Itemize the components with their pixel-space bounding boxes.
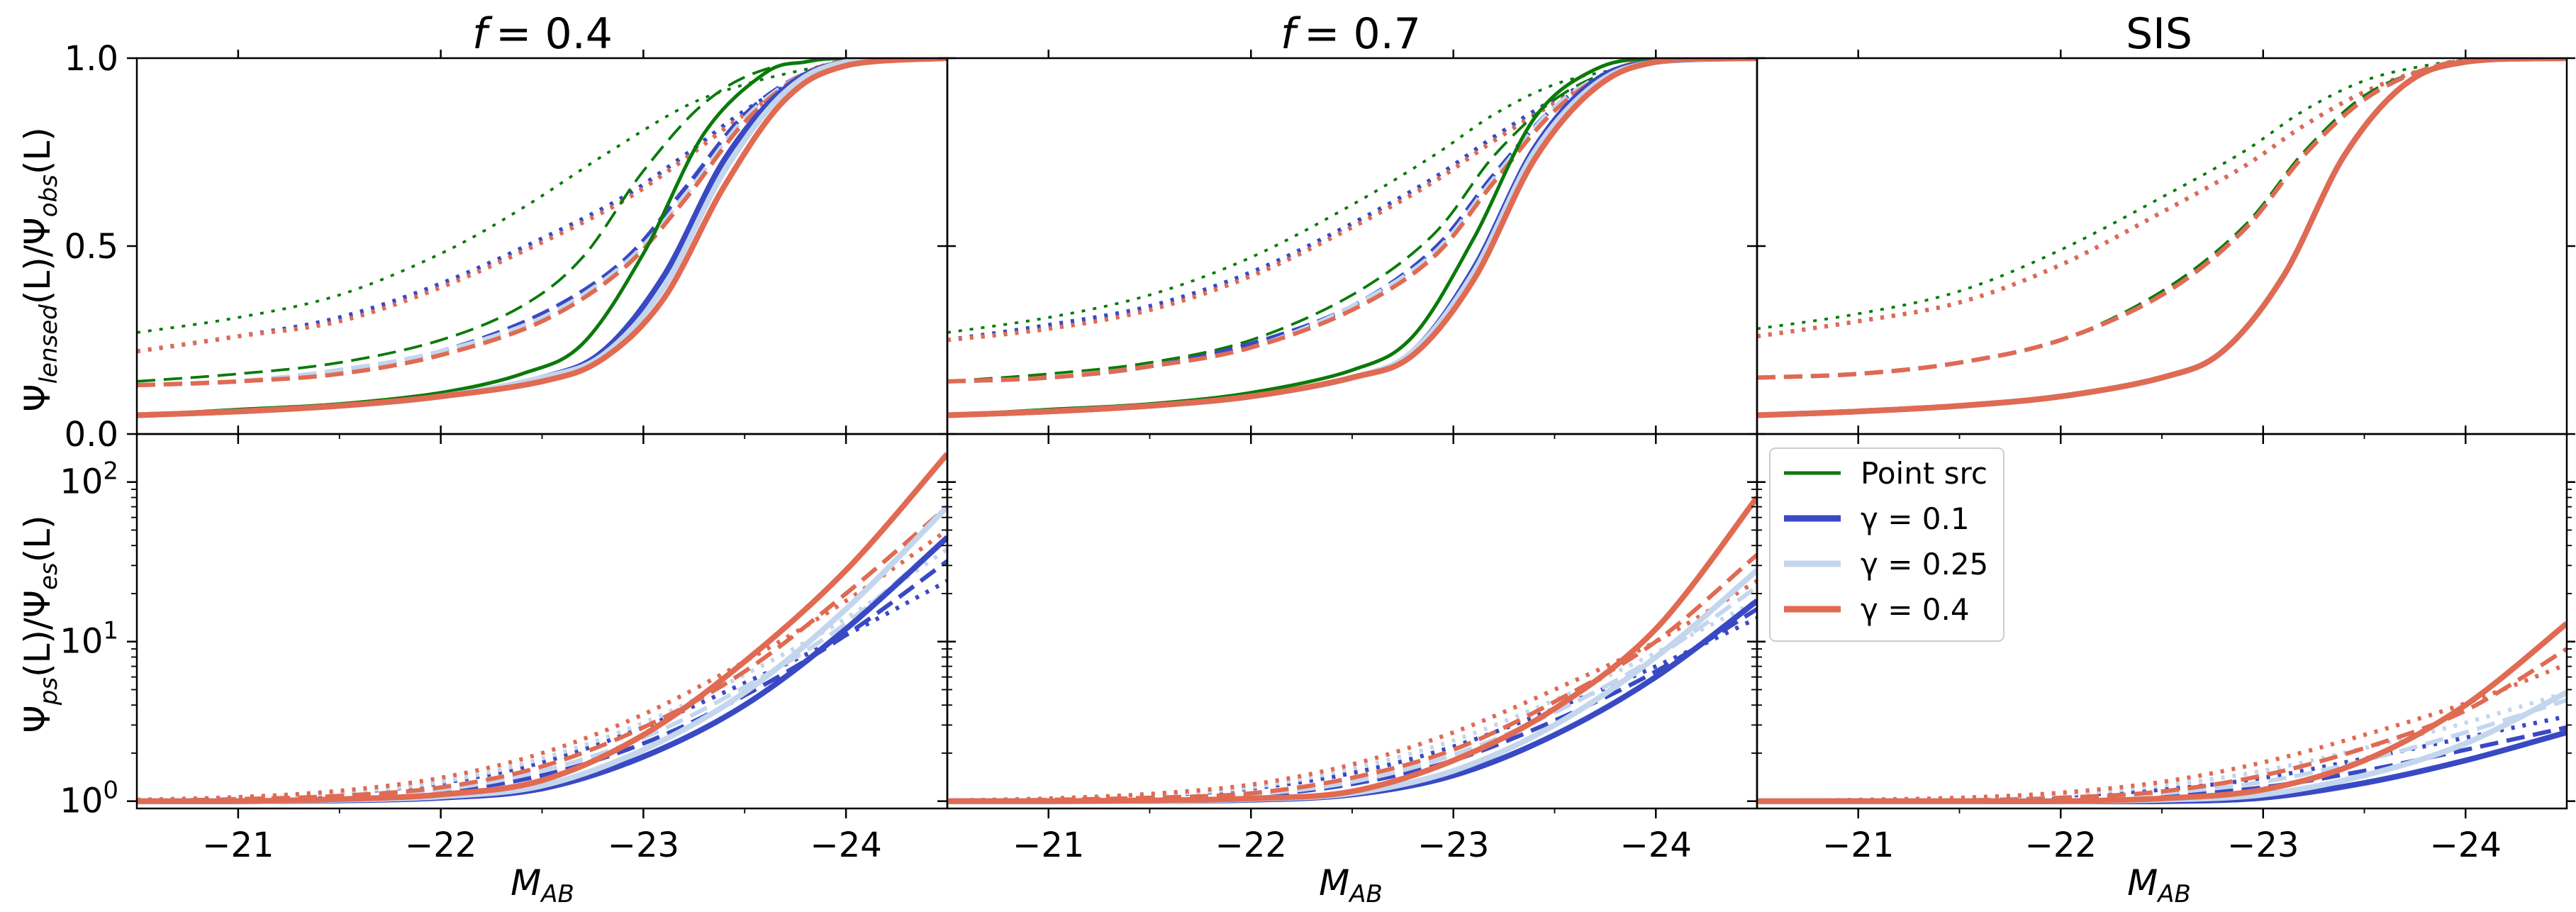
series-gamma_0-1-dashed [137,58,947,388]
series-gamma_0-25-solid [947,568,1757,804]
series-gamma_0-25-solid [1757,689,2567,804]
series-gamma_0-4-solid [1757,58,2567,418]
legend-box [1769,447,2005,642]
panel-title-f04: f = 0.4 [472,9,613,59]
series-gamma_0-1-dashed [1757,58,2567,380]
series-gamma_0-4-solid [947,58,1757,418]
legend: Point src γ = 0.1 γ = 0.25 γ = 0.4 [1769,447,2005,642]
series-gamma_0-1-solid [137,535,947,804]
series-gamma_0-25-dotted [947,58,1757,343]
x-tick-label: −24 [2430,825,2502,865]
series-gamma_0-1-dotted [137,58,947,354]
series-gamma_0-1-solid [1757,58,2567,418]
panel-5: −21 −22 −23 −24 [937,426,1766,865]
curves-group [947,496,1757,804]
series-gamma_0-4-solid [1757,621,2567,804]
series-point_src-solid [1757,58,2567,417]
series-gamma_0-4-dashed [137,58,947,388]
x-tick-label: −24 [1620,825,1692,865]
curves-group [137,452,947,804]
series-gamma_0-4-dashed [1757,58,2567,380]
series-gamma_0-25-solid [1757,58,2567,418]
legend-label-gamma-0-1: γ = 0.1 [1861,501,1970,536]
series-gamma_0-1-dashed [947,607,1757,803]
series-gamma_0-25-dashed [137,58,947,388]
series-point_src-dashed [137,58,947,383]
y-tick-label: 1.0 [65,39,118,79]
y-axis-label-top: Ψlensed(L)/Ψobs(L) [17,127,63,412]
y-axis-label-bottom: Ψps(L)/Ψes(L) [17,515,63,733]
panel-4: −21 −22 −23 −24 100 101 102 [60,426,956,865]
legend-label-point-src: Point src [1861,456,1987,491]
series-gamma_0-4-solid [947,496,1757,804]
y-tick-label: 0.0 [65,415,118,455]
series-point_src-dashed [1757,58,2567,379]
x-tick-label: −21 [1822,825,1894,865]
series-gamma_0-4-dashed [947,58,1757,384]
series-point_src-dotted [137,58,947,334]
curves-group [947,58,1757,418]
series-gamma_0-25-dotted [1757,690,2567,803]
series-gamma_0-4-dotted [947,58,1757,343]
y-tick-label: 100 [60,777,118,821]
x-tick-label: −23 [2227,825,2299,865]
series-point_src-dashed [947,58,1757,383]
x-axis-label-3: MAB [2127,862,2191,908]
series-gamma_0-1-solid [137,58,947,418]
x-tick-label: −22 [1215,825,1287,865]
panel-frame [946,433,1758,810]
y-tick-label: 101 [60,617,118,662]
curves-group [1757,621,2567,805]
x-tick-label: −24 [810,825,881,865]
curves-group [1757,58,2567,418]
series-gamma_0-25-dashed [947,585,1757,803]
legend-label-gamma-0-25: γ = 0.25 [1861,547,1988,582]
series-gamma_0-25-dashed [947,58,1757,384]
series-gamma_0-25-solid [137,58,947,418]
series-gamma_0-1-solid [947,599,1757,804]
series-gamma_0-4-dashed [947,553,1757,803]
series-point_src-solid [947,58,1757,417]
x-axis-label-1: MAB [511,862,574,908]
series-gamma_0-4-solid [137,58,947,418]
series-gamma_0-25-dotted [137,58,947,354]
panel-6: −21 −22 −23 −24 [1747,426,2575,865]
x-tick-label: −23 [608,825,679,865]
panel-1: 0.0 0.5 1.0 [65,39,956,455]
series-gamma_0-1-dotted [947,58,1757,343]
series-point_src-dotted [947,58,1757,334]
series-gamma_0-1-solid [947,58,1757,418]
x-axis-label-2: MAB [1319,862,1383,908]
series-gamma_0-25-dotted [947,599,1757,803]
legend-label-gamma-0-4: γ = 0.4 [1861,592,1970,627]
x-tick-label: −21 [1013,825,1084,865]
series-gamma_0-4-dotted [1757,662,2567,803]
curves-group [137,58,947,418]
x-tick-label: −22 [405,825,476,865]
series-gamma_0-25-dashed [1757,58,2567,380]
y-tick-label: 0.5 [65,227,118,267]
x-tick-label: −23 [1417,825,1489,865]
series-point_src-dotted [1757,58,2567,330]
series-gamma_0-4-dotted [137,58,947,354]
panel-2 [937,50,1766,444]
x-tick-label: −22 [2025,825,2097,865]
series-gamma_0-1-dashed [947,58,1757,384]
series-gamma_0-4-solid [137,452,947,804]
panel-title-f07: f = 0.7 [1281,9,1421,59]
series-gamma_0-25-dashed [137,535,947,803]
x-tick-label: −21 [202,825,274,865]
y-tick-label: 102 [60,457,118,502]
panel-3 [1747,50,2575,444]
panel-title-sis: SIS [2126,9,2192,59]
series-gamma_0-4-dashed [1757,647,2567,803]
series-gamma_0-25-solid [947,58,1757,418]
series-point_src-solid [137,58,947,417]
